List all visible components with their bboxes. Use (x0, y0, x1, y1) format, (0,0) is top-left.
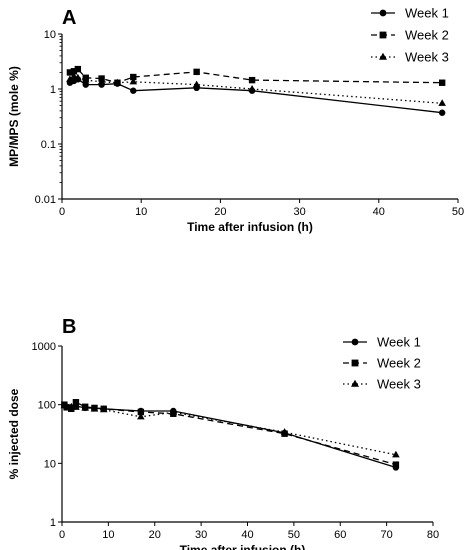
data-point (280, 428, 289, 435)
legend-marker (351, 379, 359, 387)
legend-label: Week 1 (405, 6, 449, 21)
legend-entry: Week 3 (343, 377, 421, 392)
series-line (69, 75, 443, 104)
legend-label: Week 3 (377, 377, 421, 392)
legend-entry: Week 1 (343, 335, 421, 350)
legend-label: Week 1 (377, 335, 421, 350)
legend-marker (351, 338, 359, 346)
legend-entry: Week 1 (371, 6, 449, 21)
series-week-2 (61, 399, 400, 468)
x-tick-label: 30 (195, 529, 207, 541)
y-tick-label: 1 (50, 517, 56, 529)
data-point (70, 68, 78, 75)
data-point (70, 72, 78, 79)
data-point (97, 77, 106, 85)
x-tick-label: 10 (102, 529, 114, 541)
legend-marker (379, 9, 387, 17)
x-tick-label: 40 (241, 529, 253, 541)
series-week-3 (60, 401, 400, 458)
data-point (192, 80, 201, 88)
legend-label: Week 2 (405, 28, 449, 43)
series-week-1 (61, 401, 400, 471)
data-point (62, 401, 71, 409)
series-line (69, 78, 443, 114)
data-point (130, 73, 137, 81)
x-tick-label: 30 (293, 206, 305, 218)
data-point (129, 77, 138, 85)
data-point (67, 402, 76, 410)
x-tick-label: 0 (59, 206, 65, 218)
series-line (64, 405, 397, 456)
data-point (82, 81, 89, 88)
y-tick-label: 1000 (32, 341, 56, 353)
data-point (248, 85, 256, 92)
panel-letter: B (62, 316, 76, 338)
y-tick-label: 1 (50, 84, 56, 96)
legend-entry: Week 2 (343, 356, 421, 371)
x-tick-label: 80 (427, 529, 439, 541)
legend-label: Week 3 (405, 50, 449, 65)
data-point (72, 403, 80, 410)
y-tick-label: 0.01 (35, 194, 56, 206)
x-axis-title: Time after infusion (h) (187, 220, 313, 234)
data-point (81, 76, 90, 83)
data-point (392, 461, 400, 468)
data-point (438, 109, 446, 116)
data-point (113, 78, 122, 86)
x-tick-label: 0 (59, 529, 65, 541)
data-point (193, 68, 200, 76)
data-point (438, 79, 446, 86)
y-tick-label: 100 (38, 400, 56, 412)
data-point (137, 412, 145, 420)
x-axis-title: Time after infusion (h) (180, 543, 306, 550)
series-line (63, 404, 397, 469)
y-tick-label: 10 (44, 29, 56, 41)
data-point (248, 76, 256, 84)
x-tick-label: 60 (334, 529, 346, 541)
x-tick-label: 70 (381, 529, 393, 541)
chart-panel-a: A 0 10 20 30 40 50 0.01 0.1 1 10 Time after infusio… (7, 6, 464, 235)
legend-marker (379, 52, 387, 60)
data-point (169, 408, 178, 415)
series-line (69, 68, 443, 84)
data-point (81, 404, 89, 411)
y-axis-title: % injected dose (7, 388, 21, 479)
y-axis-title: MP/MPS (mole %) (7, 66, 21, 167)
x-tick-label: 20 (214, 206, 226, 218)
data-point (74, 65, 82, 73)
data-point (130, 87, 137, 94)
x-tick-label: 10 (135, 206, 147, 218)
data-point (99, 405, 108, 413)
data-point (74, 73, 82, 81)
x-tick-label: 40 (373, 206, 385, 218)
legend-entry: Week 3 (371, 50, 449, 65)
chart-panel-b: B 0 10 20 30 40 50 60 70 80 1 10 100 1000 Time after i… (7, 316, 439, 550)
data-point (137, 408, 145, 416)
panel-letter: A (62, 7, 76, 29)
data-point (438, 99, 446, 106)
y-tick-label: 10 (44, 458, 56, 470)
legend-label: Week 2 (377, 356, 421, 371)
legend-entry: Week 2 (371, 28, 449, 43)
x-tick-label: 50 (288, 529, 300, 541)
legend-marker (351, 359, 359, 367)
series-line (63, 401, 397, 466)
x-tick-label: 50 (452, 206, 464, 218)
data-point (66, 75, 74, 82)
y-tick-label: 0.1 (41, 139, 56, 151)
data-point (66, 69, 74, 76)
x-tick-label: 20 (149, 529, 161, 541)
data-point (90, 405, 99, 412)
series-week-3 (66, 72, 446, 106)
legend-marker (379, 31, 387, 39)
data-point (392, 450, 400, 458)
data-point (72, 399, 80, 406)
